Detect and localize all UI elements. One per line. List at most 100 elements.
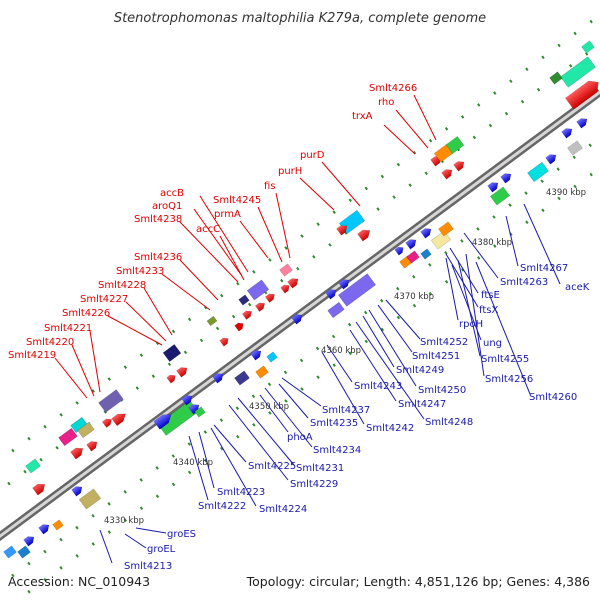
scale-label: 4360 kbp xyxy=(321,346,361,356)
leader-line xyxy=(465,253,485,377)
scale-label: 4390 kbp xyxy=(546,188,586,198)
gene-label: Smlt4248 xyxy=(425,417,473,428)
gene-label: Smlt4221 xyxy=(44,323,92,334)
gene-arrow xyxy=(250,350,262,361)
leader-line xyxy=(179,259,219,301)
gene-arrow-shape xyxy=(38,524,50,535)
gene-block-shape xyxy=(338,273,376,307)
gene-arrow-shape xyxy=(291,314,303,325)
accession-text: Accession: NC_010943 xyxy=(8,574,150,589)
gene-arrow-shape xyxy=(500,173,512,184)
gene-block xyxy=(194,406,206,418)
leader-line xyxy=(125,301,167,342)
gene-block xyxy=(445,136,465,154)
gene-arrow-shape xyxy=(70,447,84,460)
gene-arrow-shape xyxy=(576,118,588,129)
gene-arrow-shape xyxy=(219,337,229,347)
gene-label: groEL xyxy=(147,544,176,555)
gene-label: ftsE xyxy=(481,290,500,301)
gene-block-shape xyxy=(77,421,95,439)
gene-arrow xyxy=(405,239,417,250)
gene-block xyxy=(77,421,95,439)
leader-line xyxy=(193,208,243,277)
gene-label: phoA xyxy=(287,432,313,443)
leader-line xyxy=(71,344,95,397)
gene-block xyxy=(234,370,250,386)
gene-block-shape xyxy=(549,71,563,85)
gene-label: Smlt4225 xyxy=(248,461,296,472)
gene-arrow xyxy=(38,524,50,535)
leader-line xyxy=(349,329,397,402)
gene-block xyxy=(98,389,124,413)
gene-block xyxy=(567,140,583,156)
gene-block-shape xyxy=(17,545,31,559)
leader-line xyxy=(275,192,291,259)
gene-arrow xyxy=(420,228,432,239)
gene-block-shape xyxy=(581,40,595,54)
gene-label: Smlt4255 xyxy=(481,354,529,365)
gene-arrow-shape xyxy=(176,367,188,378)
gene-arrow xyxy=(291,314,303,325)
gene-label: Smlt4249 xyxy=(396,365,444,376)
gene-label: Smlt4229 xyxy=(290,479,338,490)
gene-arrow-shape xyxy=(565,80,599,110)
leader-line xyxy=(413,94,437,141)
gene-arrow-shape xyxy=(561,128,573,139)
gene-arrow xyxy=(264,293,275,303)
gene-block-shape xyxy=(560,56,596,88)
gene-block-shape xyxy=(246,279,270,301)
gene-arrow xyxy=(487,182,499,193)
gene-block xyxy=(238,294,250,306)
gene-label: aroQ1 xyxy=(152,201,182,212)
gene-label: ftsX xyxy=(479,305,498,316)
gene-label: trxA xyxy=(352,111,373,122)
gene-label: Smlt4260 xyxy=(529,392,577,403)
gene-arrow xyxy=(153,414,172,430)
gene-arrow-shape xyxy=(545,154,557,165)
gene-arrow xyxy=(71,486,83,497)
leader-line xyxy=(326,344,353,383)
gene-block-shape xyxy=(406,250,420,264)
gene-label: prmA xyxy=(214,209,241,220)
gene-block xyxy=(406,250,420,264)
leader-line xyxy=(107,315,163,346)
gene-arrow xyxy=(441,169,453,180)
gene-arrow-shape xyxy=(420,228,432,239)
gene-arrow xyxy=(357,229,371,242)
leader-line xyxy=(54,357,88,399)
gene-arrow xyxy=(325,289,337,300)
gene-label: Smlt4227 xyxy=(80,294,128,305)
gene-block-shape xyxy=(234,370,250,386)
leader-line xyxy=(124,533,147,549)
leader-line xyxy=(451,264,482,341)
leader-line xyxy=(523,203,561,285)
leader-line xyxy=(179,221,239,283)
gene-label: accB xyxy=(160,188,184,199)
gene-label: Smlt4226 xyxy=(62,308,110,319)
gene-arrow xyxy=(176,367,188,378)
gene-arrow xyxy=(70,447,84,460)
gene-arrow-shape xyxy=(254,302,265,312)
gene-block-shape xyxy=(266,351,278,363)
leader-line xyxy=(383,124,416,155)
gene-arrow xyxy=(111,413,126,427)
gene-arrow xyxy=(32,483,46,496)
leader-line xyxy=(257,206,283,263)
leader-line xyxy=(228,404,289,481)
gene-block xyxy=(327,301,345,319)
leader-line xyxy=(161,273,211,311)
gene-block-shape xyxy=(52,519,64,531)
gene-block xyxy=(58,427,78,447)
gene-label: Smlt4263 xyxy=(500,277,548,288)
gene-block xyxy=(25,458,41,474)
gene-label: rpoH xyxy=(459,319,483,330)
scale-labels: 4330 kbp 4340 kbp 4350 kbp 4360 kbp 4370… xyxy=(104,188,586,526)
leader-line xyxy=(237,397,295,466)
leader-line xyxy=(321,351,365,425)
gene-arrow xyxy=(287,278,299,289)
gene-label: rho xyxy=(378,97,394,108)
gene-arrow xyxy=(254,302,265,312)
scale-label: 4330 kbp xyxy=(104,516,144,526)
gene-block xyxy=(560,56,596,88)
